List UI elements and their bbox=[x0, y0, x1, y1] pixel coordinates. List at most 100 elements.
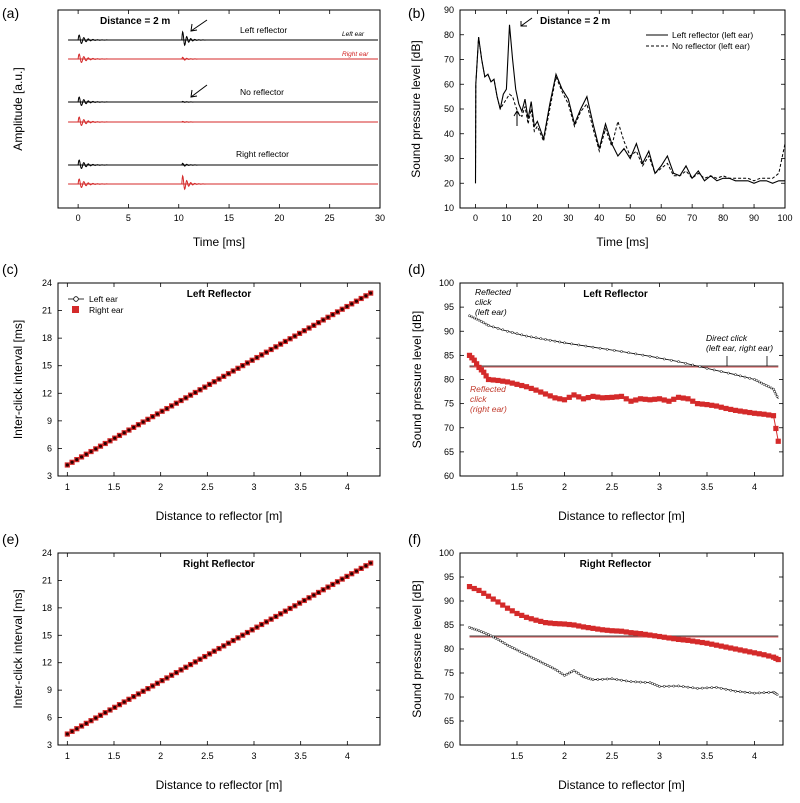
marker-left-ear-e bbox=[302, 598, 306, 603]
marker-reflected-right-ear bbox=[585, 394, 591, 401]
y-axis-label-e: Inter-click interval [ms] bbox=[11, 589, 25, 708]
y-tick-label-c: 3 bbox=[47, 471, 52, 481]
y-tick-label-b: 70 bbox=[444, 55, 454, 65]
y-tick-label-e: 3 bbox=[47, 740, 52, 750]
marker-reflected-left-ear bbox=[627, 351, 630, 355]
marker-reflected-right-ear bbox=[766, 653, 772, 659]
marker-reflected-right-ear bbox=[514, 610, 520, 617]
marker-left-ear-c bbox=[151, 415, 155, 419]
marker-reflected-right-ear bbox=[661, 634, 667, 640]
marker-reflected-right-ear bbox=[557, 621, 563, 627]
marker-left-ear-c bbox=[312, 323, 316, 327]
x-tick-label-a: 25 bbox=[325, 213, 335, 223]
marker-reflected-left-ear bbox=[539, 660, 543, 664]
panel-a-chart: 0 5 10 15 20 25 30 Time [ms] Amplitude [a.u.] Dis… bbox=[11, 9, 385, 249]
marker-reflected-right-ear bbox=[723, 644, 729, 650]
x-tick-label-c: 3 bbox=[251, 482, 256, 492]
x-tick-label-f: 2 bbox=[562, 751, 567, 761]
x-tick-label-e: 2 bbox=[158, 751, 163, 761]
marker-left-ear-e bbox=[188, 662, 193, 667]
marker-reflected-right-ear bbox=[523, 614, 530, 620]
marker-left-ear-c bbox=[226, 372, 231, 376]
marker-reflected-right-ear bbox=[547, 620, 553, 626]
label-reflected-right-ear: (right ear) bbox=[470, 404, 507, 414]
y-tick-label-d: 60 bbox=[444, 471, 454, 481]
marker-reflected-left-ear bbox=[468, 626, 471, 629]
marker-reflected-left-ear bbox=[556, 669, 559, 673]
marker-left-ear-c bbox=[165, 406, 169, 411]
marker-reflected-right-ear bbox=[704, 640, 710, 646]
marker-left-ear-e bbox=[89, 719, 93, 723]
marker-left-ear-c bbox=[283, 339, 287, 344]
marker-left-ear-c bbox=[302, 329, 306, 333]
marker-left-ear-e bbox=[274, 614, 278, 619]
marker-reflected-right-ear bbox=[751, 410, 758, 416]
marker-reflected-left-ear bbox=[705, 367, 709, 370]
marker-reflected-right-ear bbox=[542, 391, 549, 397]
marker-reflected-right-ear bbox=[775, 656, 781, 663]
marker-reflected-right-ear bbox=[690, 398, 696, 404]
marker-reflected-right-ear bbox=[694, 639, 701, 645]
marker-left-ear-c bbox=[108, 439, 112, 443]
arrow-reflection-a1 bbox=[190, 19, 208, 32]
y-tick-label-f: 100 bbox=[439, 548, 454, 558]
marker-left-ear-e bbox=[84, 721, 88, 725]
marker-reflected-right-ear bbox=[723, 405, 729, 412]
marker-reflected-left-ear bbox=[691, 363, 695, 367]
marker-reflected-left-ear bbox=[572, 669, 576, 672]
x-tick-label-c: 1 bbox=[65, 482, 70, 492]
marker-reflected-right-ear bbox=[490, 596, 496, 602]
marker-reflected-right-ear bbox=[528, 616, 534, 622]
marker-reflected-right-ear bbox=[680, 395, 686, 401]
marker-left-ear-e bbox=[132, 695, 136, 699]
marker-reflected-right-ear bbox=[571, 622, 577, 628]
marker-reflected-left-ear bbox=[582, 675, 585, 679]
label-reflected-right-ear: Reflected bbox=[470, 384, 506, 394]
marker-reflected-right-ear bbox=[471, 357, 477, 363]
marker-reflected-right-ear bbox=[533, 387, 539, 393]
marker-reflected-left-ear bbox=[643, 681, 647, 684]
y-tick-label-d: 65 bbox=[444, 447, 454, 457]
marker-reflected-left-ear bbox=[639, 680, 642, 684]
marker-reflected-left-ear bbox=[734, 373, 737, 377]
x-tick-label-c: 2 bbox=[158, 482, 163, 492]
y-axis-label-d: Sound pressure level [dB] bbox=[410, 311, 424, 448]
marker-left-ear-e bbox=[117, 703, 122, 707]
marker-left-ear-e bbox=[155, 681, 159, 685]
marker-left-ear-e bbox=[203, 654, 207, 659]
marker-reflected-left-ear bbox=[605, 677, 609, 681]
marker-reflected-left-ear bbox=[510, 646, 514, 649]
marker-reflected-left-ear bbox=[491, 635, 495, 639]
marker-reflected-left-ear bbox=[553, 339, 557, 343]
y-tick-label-f: 90 bbox=[444, 596, 454, 606]
series-line-left-reflector bbox=[474, 24, 785, 184]
x-tick-label-d: 1.5 bbox=[511, 482, 524, 492]
panel-label-b: (b) bbox=[408, 5, 425, 21]
marker-reflected-right-ear bbox=[709, 641, 715, 647]
x-tick-label-e: 1.5 bbox=[108, 751, 121, 761]
x-tick-label-f: 3.5 bbox=[701, 751, 714, 761]
marker-reflected-right-ear bbox=[609, 394, 615, 400]
marker-left-ear-c bbox=[94, 447, 98, 451]
y-tick-label-d: 80 bbox=[444, 375, 454, 385]
marker-left-ear-c bbox=[293, 334, 297, 338]
marker-reflected-right-ear bbox=[490, 377, 496, 383]
marker-reflected-right-ear bbox=[675, 394, 682, 400]
marker-left-ear-e bbox=[326, 585, 330, 589]
marker-left-ear-c bbox=[103, 441, 107, 446]
marker-left-ear-e bbox=[108, 708, 112, 712]
marker-left-ear-c bbox=[179, 398, 183, 403]
x-tick-label-b: 70 bbox=[687, 213, 697, 223]
marker-left-ear-c bbox=[122, 431, 126, 435]
x-tick-label-b: 40 bbox=[594, 213, 604, 223]
x-tick-label-b: 20 bbox=[532, 213, 542, 223]
marker-reflected-right-ear bbox=[773, 425, 779, 432]
marker-reflected-left-ear bbox=[470, 315, 474, 319]
marker-reflected-right-ear bbox=[685, 637, 691, 643]
marker-reflected-right-ear bbox=[576, 394, 582, 400]
marker-reflected-left-ear bbox=[686, 685, 690, 689]
y-tick-label-b: 10 bbox=[444, 203, 454, 213]
marker-reflected-left-ear bbox=[743, 690, 747, 694]
marker-left-ear-c bbox=[279, 342, 283, 346]
